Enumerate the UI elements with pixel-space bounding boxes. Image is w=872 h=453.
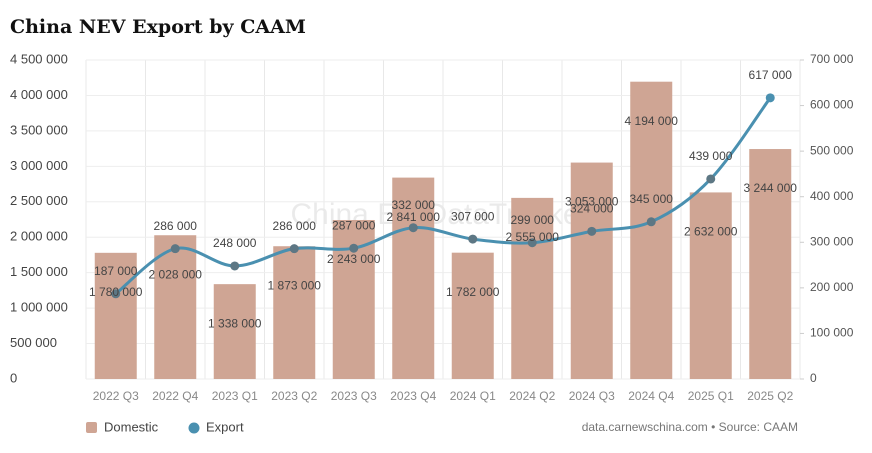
data-label: 307 000 <box>451 209 495 223</box>
line <box>114 96 772 295</box>
x-tick-label: 2025 Q2 <box>747 389 793 403</box>
bar <box>154 235 197 379</box>
point <box>527 238 537 248</box>
x-tick-label: 2023 Q1 <box>212 389 258 403</box>
data-label: 332 000 <box>392 198 436 212</box>
data-label: 248 000 <box>213 236 257 250</box>
legend-label: Export <box>206 419 244 434</box>
y-tick-label: 4 000 000 <box>10 87 68 102</box>
data-label: 4 194 000 <box>625 114 679 128</box>
data-label: 2 243 000 <box>327 252 381 266</box>
x-tick-label: 2024 Q2 <box>509 389 555 403</box>
data-label: 324 000 <box>570 202 614 216</box>
bar <box>392 177 435 379</box>
point <box>349 243 359 253</box>
data-label: 286 000 <box>273 219 317 233</box>
y-tick-label: 3 500 000 <box>10 122 68 137</box>
x-tick-label: 2024 Q1 <box>450 389 496 403</box>
legend-swatch <box>188 422 200 434</box>
y2-tick-label: 700 000 <box>810 52 854 66</box>
y2-tick-label: 500 000 <box>810 143 854 157</box>
bar <box>213 284 256 379</box>
x-tick-label: 2022 Q3 <box>93 389 139 403</box>
bar <box>689 192 732 379</box>
y2-tick-label: 300 000 <box>810 234 854 248</box>
legend-label: Domestic <box>104 419 159 434</box>
point <box>408 223 418 233</box>
point <box>170 244 180 254</box>
data-label: 439 000 <box>689 149 733 163</box>
legend-swatch <box>86 422 97 433</box>
data-label: 286 000 <box>154 219 198 233</box>
y-tick-label: 1 000 000 <box>10 300 68 315</box>
y-tick-label: 2 000 000 <box>10 229 68 244</box>
data-label: 2 632 000 <box>684 225 738 239</box>
data-label: 2 555 000 <box>506 230 560 244</box>
point <box>468 234 478 244</box>
x-tick-label: 2024 Q4 <box>628 389 674 403</box>
x-tick-label: 2025 Q1 <box>688 389 734 403</box>
source: data.carnewschina.com • Source: CAAM <box>582 420 798 434</box>
bar <box>511 197 554 379</box>
bar <box>749 149 792 379</box>
point <box>706 174 716 184</box>
bar <box>570 162 613 379</box>
chart-title: China NEV Export by CAAM <box>10 16 306 38</box>
data-label: 187 000 <box>94 264 138 278</box>
y2-tick-label: 0 <box>810 371 817 385</box>
x-tick-label: 2022 Q4 <box>152 389 198 403</box>
point <box>587 226 597 236</box>
data-label: 1 782 000 <box>446 285 500 299</box>
point <box>765 93 775 103</box>
x-tick-label: 2023 Q3 <box>331 389 377 403</box>
y2-tick-label: 100 000 <box>810 326 854 340</box>
x-tick-label: 2023 Q2 <box>271 389 317 403</box>
y2-tick-label: 400 000 <box>810 189 854 203</box>
data-label: 2 841 000 <box>387 210 441 224</box>
point <box>111 289 121 299</box>
point <box>646 217 656 227</box>
data-label: 299 000 <box>511 213 555 227</box>
data-label: 287 000 <box>332 218 376 232</box>
y-tick-label: 0 <box>10 370 17 385</box>
y-tick-label: 1 500 000 <box>10 264 68 279</box>
data-label: 3 244 000 <box>744 181 798 195</box>
data-label: 345 000 <box>630 192 674 206</box>
data-label: 617 000 <box>749 68 793 82</box>
data-label: 2 028 000 <box>149 267 203 281</box>
y-tick-label: 4 500 000 <box>10 51 68 66</box>
y-tick-label: 2 500 000 <box>10 193 68 208</box>
y-tick-label: 500 000 <box>10 335 57 350</box>
bar <box>273 246 316 379</box>
data-label: 1 780 000 <box>89 285 143 299</box>
y2-tick-label: 200 000 <box>810 280 854 294</box>
bar <box>630 81 673 379</box>
data-label: 3 053 000 <box>565 195 619 209</box>
bar <box>451 252 494 379</box>
data-label: 1 338 000 <box>208 316 262 330</box>
point <box>230 261 240 271</box>
x-tick-label: 2023 Q4 <box>390 389 436 403</box>
y-tick-label: 3 000 000 <box>10 158 68 173</box>
x-tick-label: 2024 Q3 <box>569 389 615 403</box>
point <box>289 244 299 254</box>
y2-tick-label: 600 000 <box>810 98 854 112</box>
data-label: 1 873 000 <box>268 278 322 292</box>
bar <box>94 252 137 379</box>
